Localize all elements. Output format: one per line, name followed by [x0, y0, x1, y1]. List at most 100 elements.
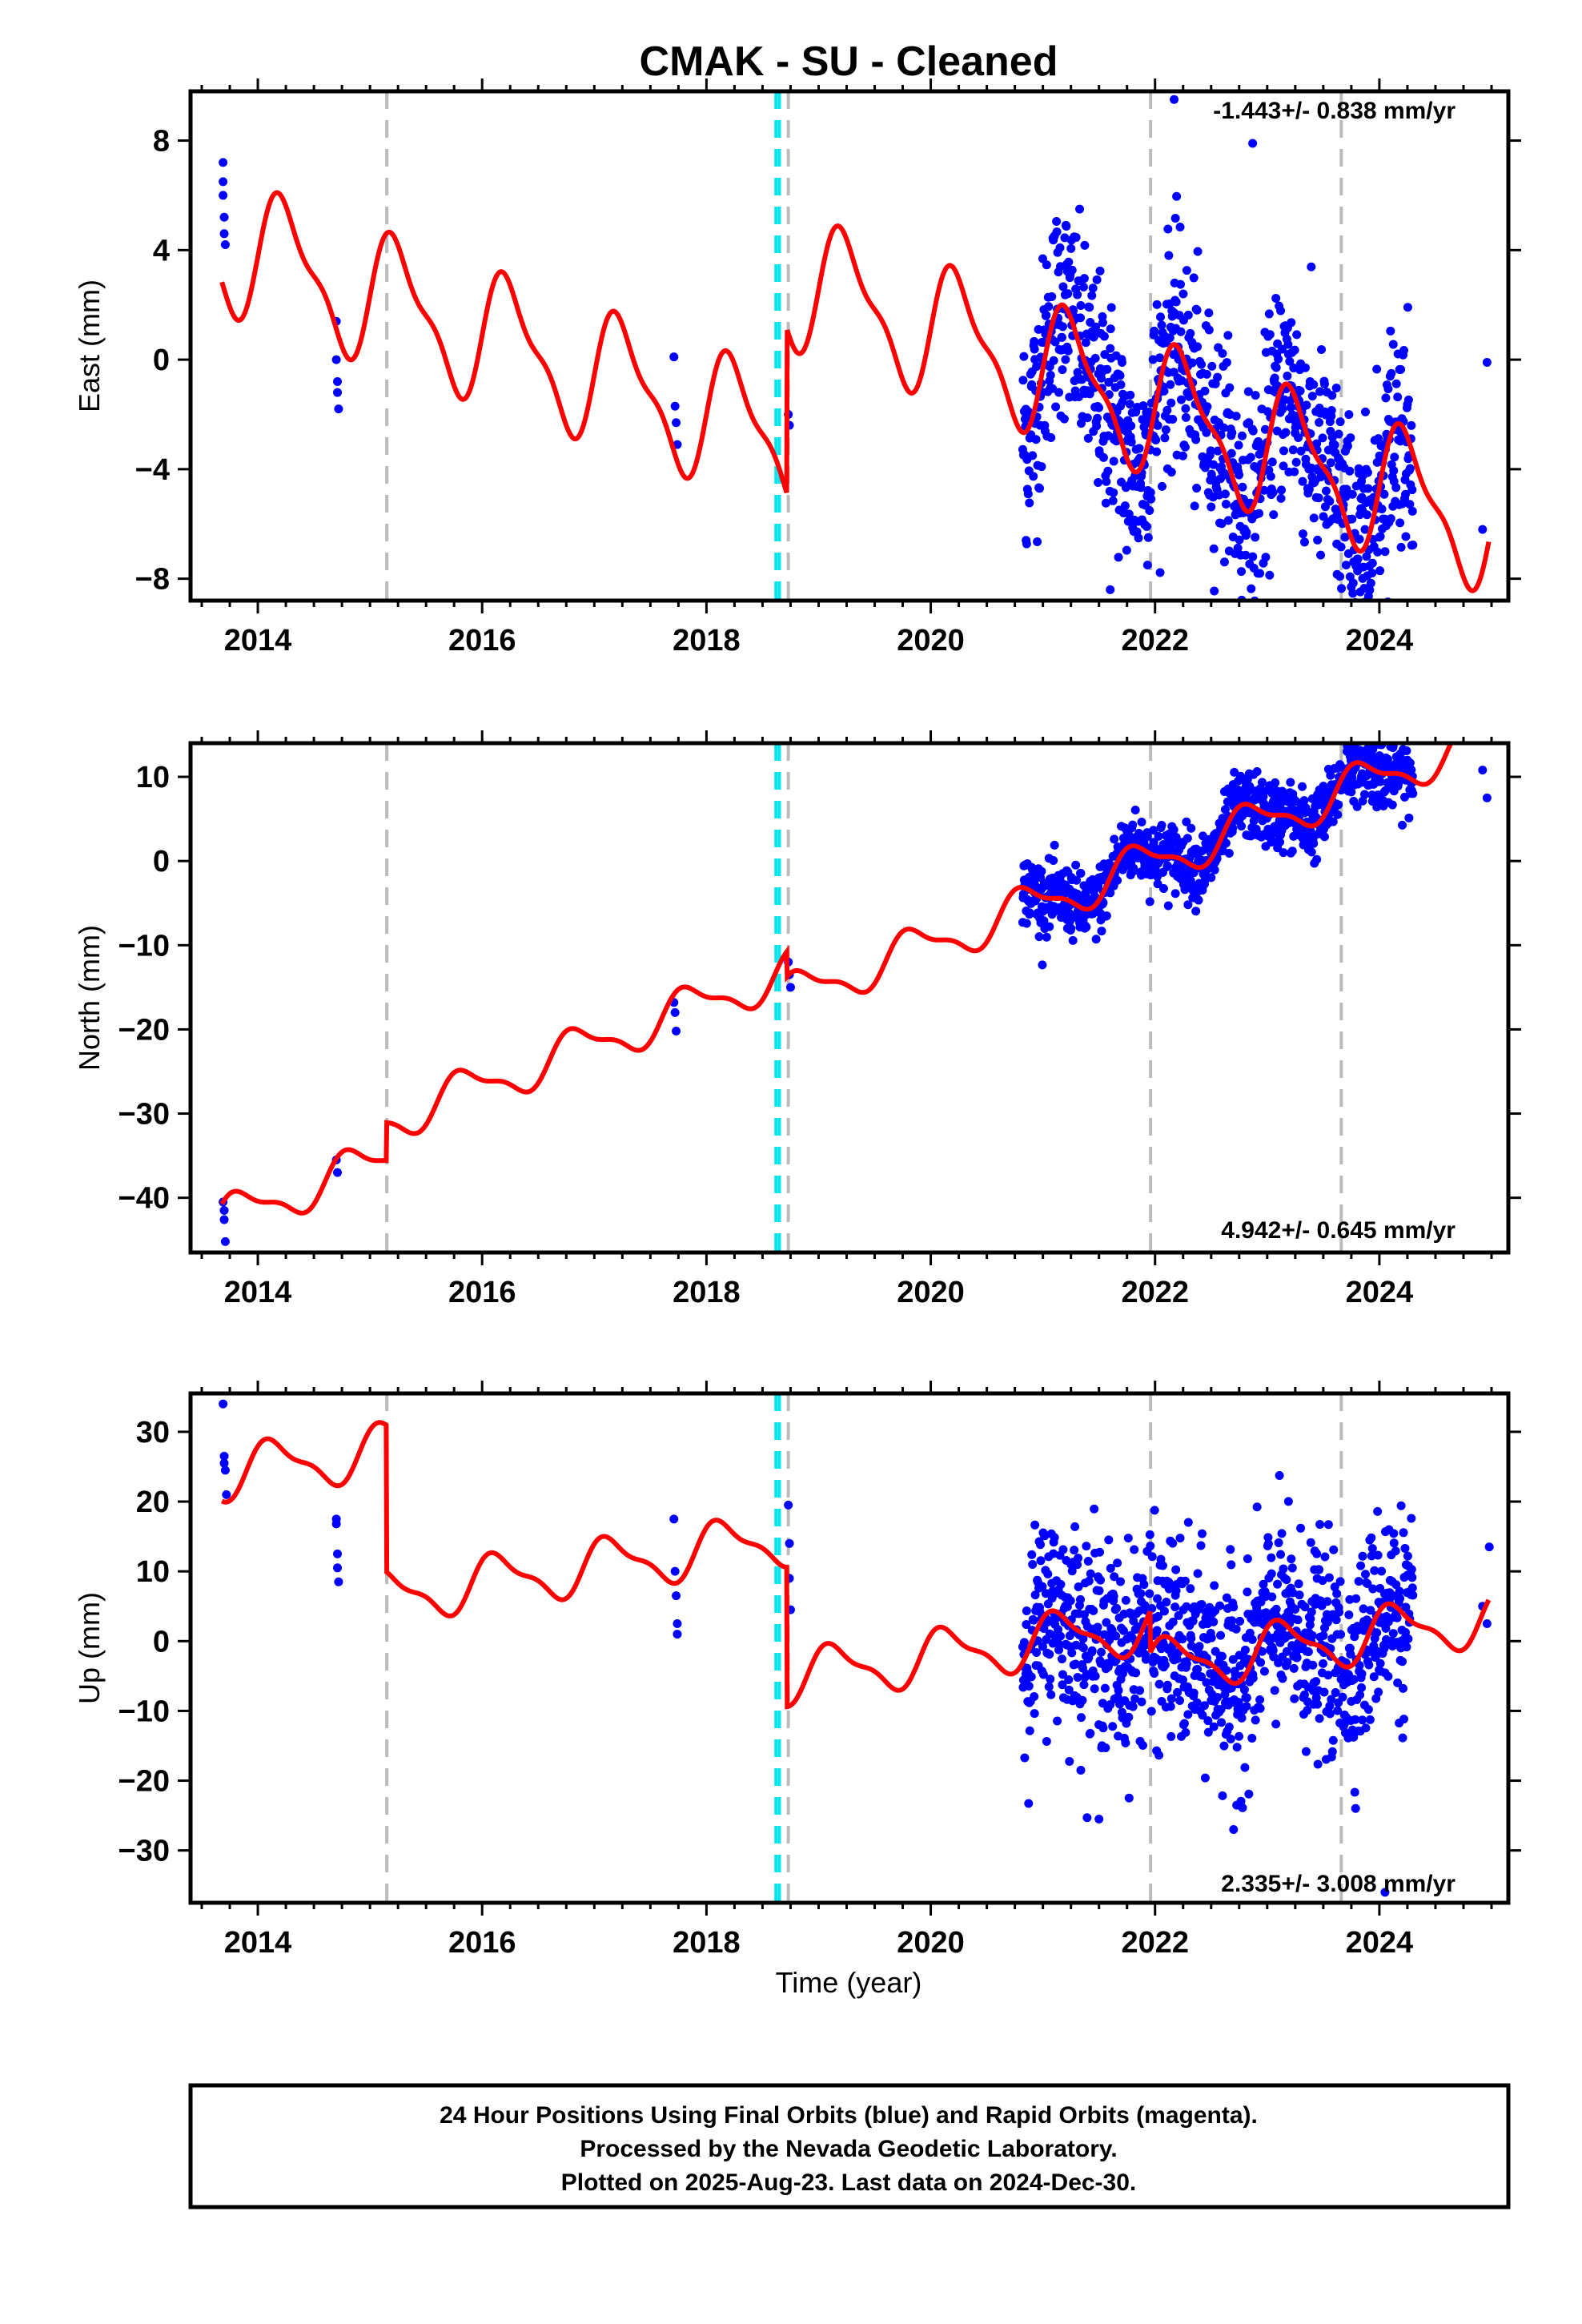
data-point: [1271, 363, 1281, 372]
data-point: [1035, 484, 1045, 493]
data-point: [1218, 348, 1227, 358]
data-point: [1220, 805, 1230, 814]
data-point: [1283, 372, 1292, 381]
footer-line-2: Processed by the Nevada Geodetic Laborat…: [580, 2136, 1117, 2162]
data-point: [1019, 1638, 1029, 1647]
data-point: [1124, 1712, 1134, 1722]
data-point: [1116, 380, 1126, 389]
data-point: [1405, 758, 1415, 768]
data-point: [1345, 466, 1355, 476]
data-point: [1076, 301, 1086, 311]
data-point: [1238, 1803, 1247, 1812]
data-point: [1050, 840, 1059, 850]
data-point: [1139, 1580, 1149, 1590]
data-point: [1118, 1669, 1127, 1679]
data-point: [1226, 1735, 1235, 1744]
data-point: [1088, 283, 1098, 293]
data-point: [1070, 1522, 1080, 1531]
data-point: [1158, 1561, 1167, 1570]
plot-area: [219, 91, 1492, 660]
x-tick-label: 2020: [897, 1926, 965, 1960]
data-point: [1333, 810, 1343, 819]
data-point: [1192, 305, 1202, 315]
data-point: [1130, 866, 1139, 875]
data-point: [1396, 542, 1406, 552]
data-point: [1398, 820, 1407, 830]
data-point: [1323, 1618, 1332, 1627]
data-point: [1207, 873, 1216, 883]
data-point: [1130, 806, 1140, 815]
data-point: [1101, 498, 1110, 508]
data-point: [1066, 243, 1076, 253]
y-tick-label: 0: [153, 344, 170, 377]
data-point: [1383, 1671, 1393, 1681]
data-point: [1237, 1713, 1247, 1723]
data-point: [1375, 532, 1385, 541]
data-point: [1246, 452, 1255, 462]
data-point: [1244, 1789, 1254, 1799]
data-point: [1352, 802, 1362, 811]
data-point: [1213, 446, 1223, 456]
data-point: [1077, 375, 1086, 384]
data-point: [1126, 437, 1136, 447]
data-point: [1289, 1663, 1299, 1673]
x-tick-label: 2014: [224, 624, 292, 657]
data-point: [1203, 402, 1212, 412]
data-point: [1223, 331, 1233, 340]
data-point: [1395, 726, 1404, 734]
data-point: [1235, 1616, 1245, 1626]
data-point: [1092, 421, 1102, 431]
data-point: [1182, 834, 1192, 843]
data-point: [1080, 240, 1090, 250]
data-point: [1179, 1719, 1189, 1728]
data-point: [1275, 837, 1285, 846]
data-point: [1038, 1582, 1047, 1591]
data-point: [1134, 444, 1144, 453]
data-point: [1242, 1693, 1251, 1703]
data-point: [1348, 578, 1358, 588]
data-point: [1237, 567, 1247, 577]
data-point: [1074, 1582, 1083, 1592]
data-point: [1170, 213, 1180, 223]
data-point: [1227, 1616, 1237, 1626]
data-point: [1407, 485, 1417, 495]
data-point: [1478, 766, 1488, 775]
data-point: [1379, 489, 1389, 499]
data-point: [1367, 558, 1377, 568]
data-point: [1115, 371, 1125, 380]
data-point: [1276, 306, 1286, 316]
data-point: [1366, 1606, 1375, 1615]
data-point: [1221, 838, 1231, 848]
data-point: [1220, 489, 1230, 499]
data-point: [1110, 1572, 1119, 1582]
data-point: [1068, 935, 1078, 945]
data-point: [1162, 861, 1172, 870]
data-point: [1374, 434, 1383, 444]
data-point: [1193, 247, 1203, 256]
data-point: [1403, 1551, 1412, 1561]
data-point: [1094, 1586, 1104, 1595]
data-point: [1095, 1547, 1105, 1557]
data-point: [1093, 1622, 1102, 1632]
data-point: [1286, 403, 1295, 412]
data-point: [1028, 1560, 1038, 1570]
data-point: [1087, 1646, 1097, 1655]
data-point: [1238, 431, 1247, 440]
data-point: [1243, 651, 1251, 660]
data-point: [1093, 413, 1102, 423]
y-tick-label: 10: [136, 761, 170, 794]
data-point: [219, 1451, 229, 1461]
data-point: [1046, 432, 1056, 442]
data-point: [333, 388, 343, 397]
data-point: [1076, 313, 1086, 323]
data-point: [1229, 1825, 1239, 1835]
data-point: [1312, 439, 1322, 448]
data-point: [1076, 1713, 1086, 1723]
data-point: [219, 1458, 229, 1468]
data-point: [1136, 483, 1146, 493]
data-point: [1373, 547, 1383, 557]
data-point: [1024, 1681, 1034, 1691]
data-point: [1169, 825, 1178, 834]
data-point: [1247, 1634, 1257, 1644]
data-point: [1408, 1590, 1418, 1600]
